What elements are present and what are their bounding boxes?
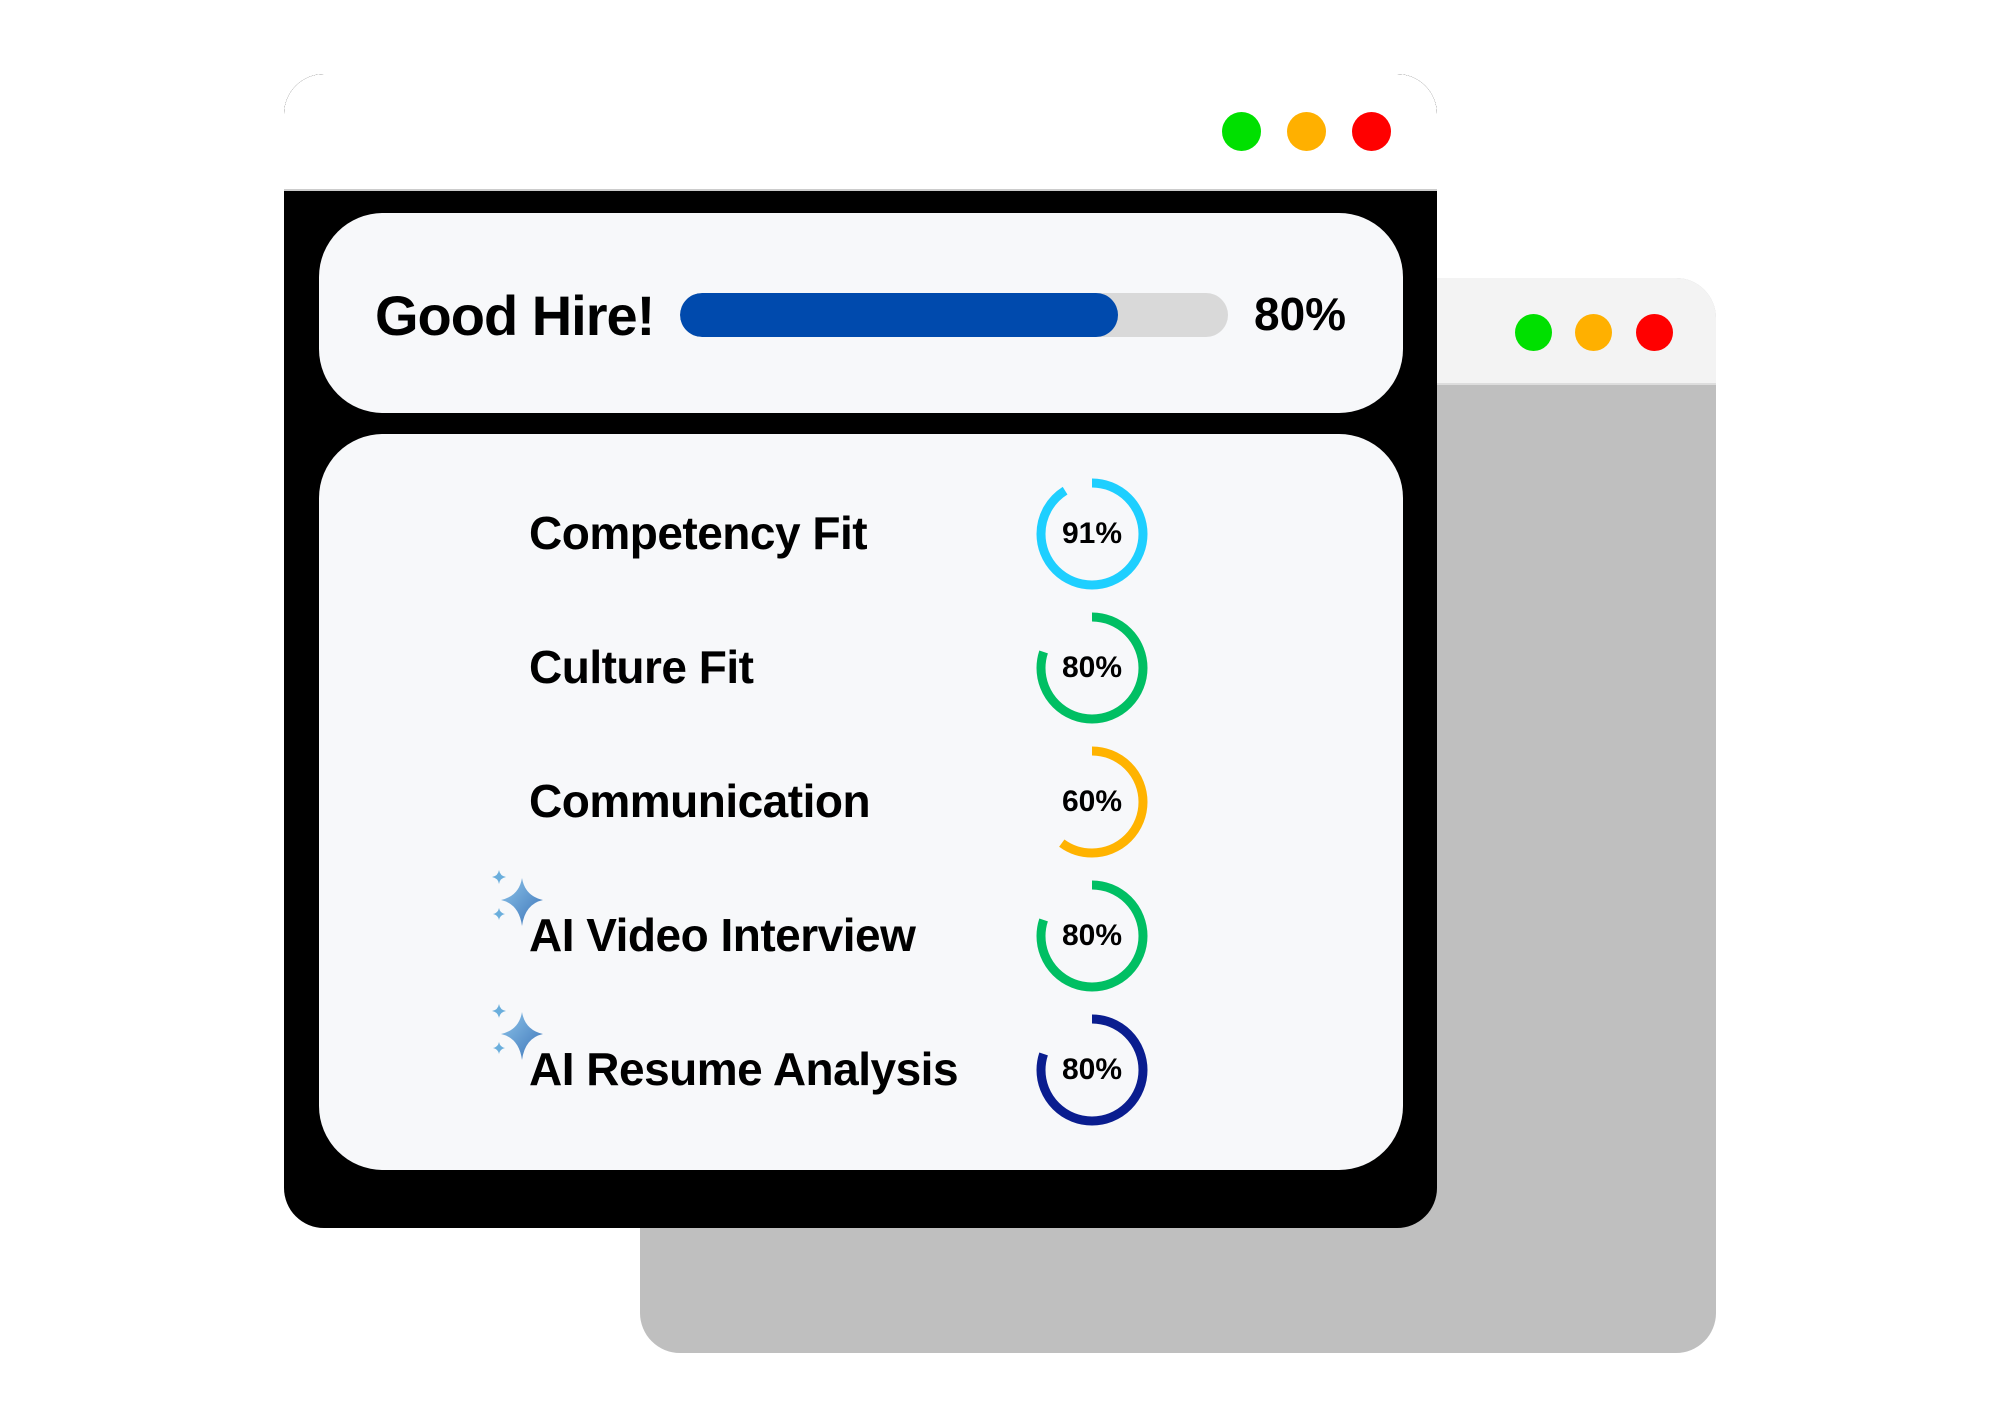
sparkle-icon xyxy=(492,1004,543,1060)
metric-label: Communication xyxy=(529,775,871,827)
metrics-card: Competency Fit 91% Culture Fit 80% Communi… xyxy=(319,434,1403,1170)
metric-label: Competency Fit xyxy=(529,507,868,559)
metric-score-ring xyxy=(1036,1014,1148,1126)
minimize-button[interactable] xyxy=(1575,314,1612,351)
metric-row: Competency Fit 91% xyxy=(319,474,1403,594)
hire-summary-card: Good Hire! 80% xyxy=(319,213,1403,413)
main-window: Good Hire! 80% Competency Fit 91% Culture… xyxy=(284,74,1437,1228)
metric-row: Culture Fit 80% xyxy=(319,608,1403,728)
metric-score-arc xyxy=(1036,478,1148,590)
metric-score-ring xyxy=(1036,746,1148,858)
maximize-button[interactable] xyxy=(1222,112,1261,151)
metric-value: 80% xyxy=(1061,1053,1123,1086)
maximize-button[interactable] xyxy=(1515,314,1552,351)
metric-value: 60% xyxy=(1061,785,1123,818)
close-button[interactable] xyxy=(1352,112,1391,151)
hire-score-progress-bar xyxy=(680,293,1228,337)
sparkle-icon xyxy=(492,870,543,926)
metric-score-arc xyxy=(1036,746,1148,858)
metric-score-arc xyxy=(1036,1014,1148,1126)
metric-label: AI Video Interview xyxy=(529,909,916,961)
metric-label: AI Resume Analysis xyxy=(529,1043,959,1095)
metric-label: Culture Fit xyxy=(529,641,754,693)
metric-score-ring xyxy=(1036,880,1148,992)
minimize-button[interactable] xyxy=(1287,112,1326,151)
metric-row: AI Resume Analysis 80% xyxy=(319,1004,1403,1130)
metric-score-ring xyxy=(1036,478,1148,590)
main-window-titlebar xyxy=(284,74,1437,191)
hire-score-value: 80% xyxy=(1254,288,1347,340)
metric-score-arc xyxy=(1036,612,1148,724)
metric-score-arc xyxy=(1036,880,1148,992)
metric-score-ring xyxy=(1036,612,1148,724)
metric-row: Communication 60% xyxy=(319,742,1403,862)
close-button[interactable] xyxy=(1636,314,1673,351)
metric-value: 91% xyxy=(1061,517,1123,550)
summary-title: Good Hire! xyxy=(375,284,655,347)
metric-value: 80% xyxy=(1061,651,1123,684)
metric-value: 80% xyxy=(1061,919,1123,952)
metric-row: AI Video Interview 80% xyxy=(319,870,1403,996)
hire-score-progress-fill xyxy=(680,293,1119,337)
